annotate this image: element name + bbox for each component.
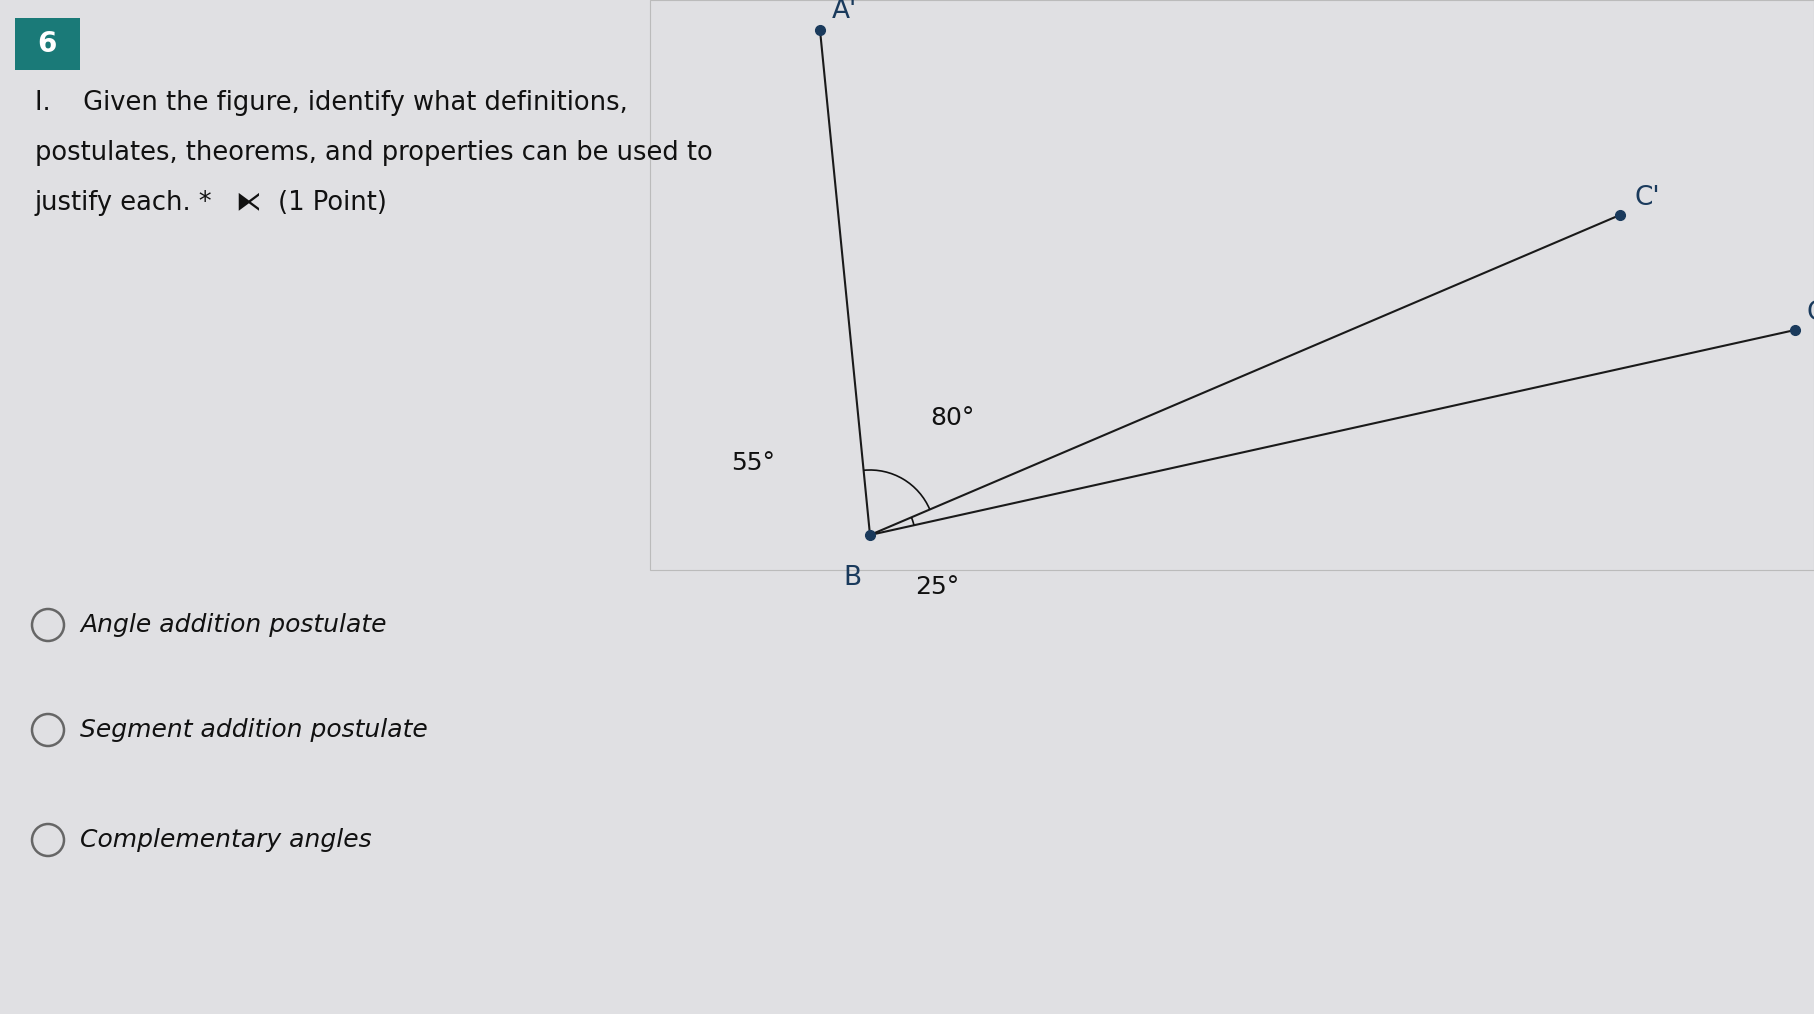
Text: C: C [1807, 300, 1814, 325]
Text: 6: 6 [38, 30, 56, 58]
Text: Segment addition postulate: Segment addition postulate [80, 718, 428, 742]
Text: justify each. *   ⧔  (1 Point): justify each. * ⧔ (1 Point) [34, 190, 388, 216]
Text: 25°: 25° [914, 575, 960, 599]
Text: C': C' [1634, 185, 1660, 211]
Text: A': A' [833, 0, 858, 24]
Text: Angle addition postulate: Angle addition postulate [80, 613, 386, 637]
Text: 80°: 80° [931, 406, 974, 430]
Text: 55°: 55° [731, 451, 775, 475]
Text: I.    Given the figure, identify what definitions,: I. Given the figure, identify what defin… [34, 90, 628, 116]
Text: Complementary angles: Complementary angles [80, 828, 372, 852]
Text: postulates, theorems, and properties can be used to: postulates, theorems, and properties can… [34, 140, 713, 166]
FancyBboxPatch shape [15, 18, 80, 70]
Bar [649, 0, 1814, 570]
Text: B: B [844, 565, 862, 591]
